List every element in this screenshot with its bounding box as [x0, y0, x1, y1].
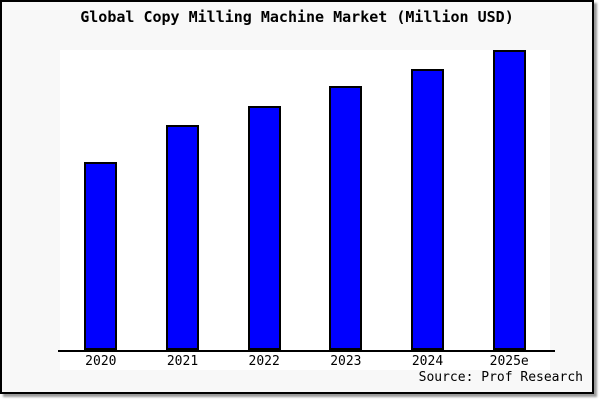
bar-slot-2022 [223, 50, 305, 350]
plot-area [60, 50, 550, 370]
bars-row [60, 50, 550, 350]
x-axis-label-2023: 2023 [330, 354, 362, 369]
x-axis-label-2025e: 2025e [489, 354, 529, 369]
bar-2025e [492, 50, 526, 350]
bar-2023 [329, 86, 363, 350]
bar-slot-2025e [468, 50, 550, 350]
x-axis-label-2020: 2020 [85, 354, 117, 369]
x-axis-label-2024: 2024 [411, 354, 444, 369]
bar-2022 [247, 106, 281, 350]
x-axis-labels: 2020 2021 2022 2023 2024 2025e [60, 354, 550, 369]
bar-2024 [411, 69, 445, 350]
bar-2020 [84, 162, 118, 350]
chart-figure: Global Copy Milling Machine Market (Mill… [0, 0, 594, 394]
bar-slot-2020 [60, 50, 142, 350]
x-axis-line [58, 350, 555, 352]
bar-slot-2024 [387, 50, 469, 350]
chart-title: Global Copy Milling Machine Market (Mill… [80, 8, 514, 26]
x-axis-label-2022: 2022 [248, 354, 280, 369]
bar-2021 [166, 125, 199, 350]
bar-slot-2023 [305, 50, 387, 350]
x-axis-label-2021: 2021 [166, 354, 199, 369]
bar-slot-2021 [142, 50, 224, 350]
source-label: Source: Prof Research [418, 370, 583, 385]
